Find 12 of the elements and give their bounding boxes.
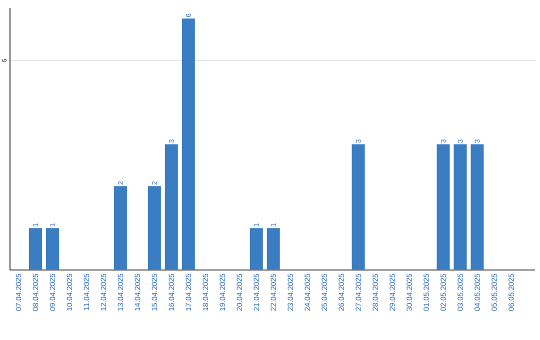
bar [454,144,467,270]
bar [182,18,195,270]
bar [114,186,127,270]
bar [28,228,42,270]
bar [266,228,280,270]
bar [148,186,161,270]
bar [250,228,263,270]
bar [436,144,450,270]
bar [470,144,484,270]
bar [46,228,59,270]
bar [352,144,365,270]
bar [164,144,178,270]
